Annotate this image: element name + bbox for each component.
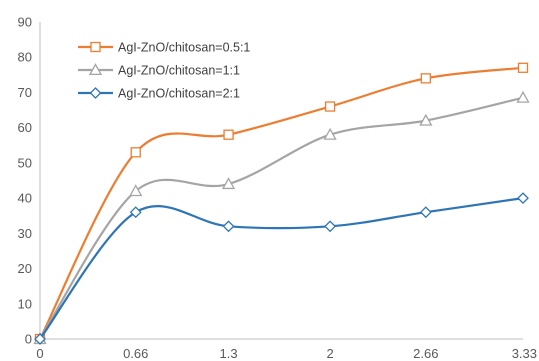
y-tick-label: 40 xyxy=(18,191,32,206)
series-2 xyxy=(33,90,530,345)
data-point-marker xyxy=(323,127,337,140)
legend-label: AgI-ZnO/chitosan=0.5:1 xyxy=(118,41,250,55)
data-point-marker xyxy=(517,192,529,205)
data-point-marker xyxy=(516,90,530,103)
y-tick-label: 60 xyxy=(18,120,32,135)
legend-swatch-marker xyxy=(89,87,102,99)
series-line xyxy=(39,66,524,340)
data-point-marker xyxy=(129,206,142,219)
legend: AgI-ZnO/chitosan=0.5:1 AgI-ZnO/chitosan=1… xyxy=(78,41,250,101)
axes: 0 10 20 30 40 50 60 70 80 90 0 0.66 1.3 2 2.66 3.33 xyxy=(18,15,537,361)
y-tick-label: 30 xyxy=(18,226,32,241)
x-tick-label: 0.66 xyxy=(123,346,148,361)
x-tick-label: 2.66 xyxy=(413,346,438,361)
x-tick-label: 2 xyxy=(326,346,333,361)
legend-item-2: AgI-ZnO/chitosan=1:1 xyxy=(78,63,240,78)
data-point-marker xyxy=(222,220,235,233)
data-point-marker xyxy=(34,333,46,345)
data-point-marker xyxy=(517,62,529,73)
series-3 xyxy=(34,192,529,345)
data-point-marker xyxy=(221,177,236,190)
y-tick-label: 70 xyxy=(18,85,32,100)
y-tick-label: 90 xyxy=(18,15,32,30)
x-tick-label: 3.33 xyxy=(512,346,537,361)
data-point-marker xyxy=(420,73,431,84)
y-tick-label: 50 xyxy=(18,155,32,170)
legend-swatch-marker xyxy=(88,63,103,76)
y-tick-label: 20 xyxy=(18,261,32,276)
data-point-marker xyxy=(324,220,337,233)
series-group xyxy=(33,62,530,345)
data-point-marker xyxy=(129,184,143,197)
legend-label: AgI-ZnO/chitosan=1:1 xyxy=(118,64,240,78)
series-line xyxy=(39,96,524,340)
x-tick-label: 0 xyxy=(36,346,43,361)
data-point-marker xyxy=(223,129,234,140)
y-tick-label: 80 xyxy=(18,50,32,65)
y-tick-label: 10 xyxy=(18,296,32,311)
data-point-marker xyxy=(419,206,432,219)
data-point-marker xyxy=(130,147,141,158)
legend-label: AgI-ZnO/chitosan=2:1 xyxy=(118,87,240,101)
series-1 xyxy=(34,62,529,345)
x-tick-label: 1.3 xyxy=(220,346,238,361)
legend-swatch-marker xyxy=(90,41,101,53)
legend-item-1: AgI-ZnO/chitosan=0.5:1 xyxy=(78,41,250,55)
y-tick-label: 0 xyxy=(25,332,32,347)
legend-item-3: AgI-ZnO/chitosan=2:1 xyxy=(78,87,240,101)
data-point-marker xyxy=(324,101,336,112)
data-point-marker xyxy=(419,113,433,126)
